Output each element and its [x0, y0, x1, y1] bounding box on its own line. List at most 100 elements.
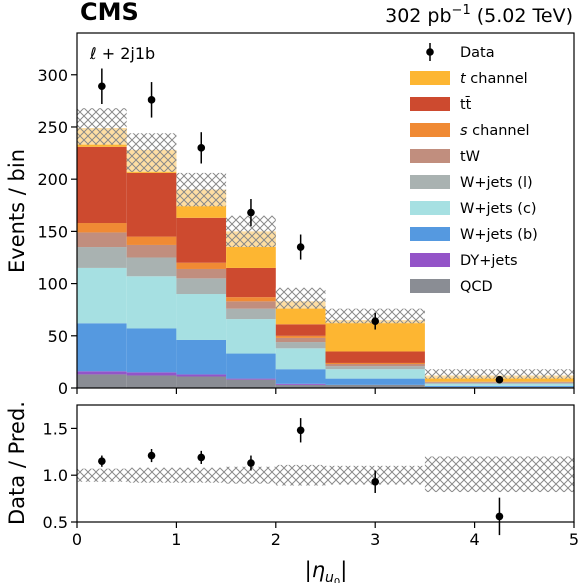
ratio-panel: 0.5 1.0 1.5 0 1 2 3 4 5 Data / Pred. |ηu0| — [5, 401, 579, 583]
energy-value: (5.02 TeV) — [477, 5, 573, 27]
legend-swatch-7 — [410, 227, 450, 241]
band-4 — [275, 287, 326, 309]
bar-7-4 — [275, 324, 326, 336]
main-y-axis-title: Events / bin — [5, 149, 29, 273]
lumi-value: 302 pb — [385, 5, 451, 27]
bar-4-1 — [126, 257, 177, 277]
ratio-y-tick-label-1: 1.0 — [43, 466, 68, 485]
bar-0-5 — [325, 384, 425, 388]
ratio-data-point-6 — [495, 512, 504, 521]
x-axis-title: |ηu0| — [305, 558, 348, 583]
main-x-ticks — [76, 388, 575, 394]
bar-0-0 — [77, 374, 127, 388]
data-point-6 — [495, 375, 504, 384]
ratio-data-point-3 — [247, 459, 255, 467]
bar-2-4 — [275, 369, 326, 384]
legend-swatch-2 — [410, 97, 450, 111]
ratio-band-1 — [126, 467, 177, 483]
ratio-frame — [76, 404, 575, 523]
bar-4-4 — [275, 342, 326, 349]
bar-5-2 — [176, 268, 227, 279]
legend-swatch-4 — [410, 149, 450, 163]
bar-7-5 — [325, 351, 425, 363]
ratio-band-2 — [176, 467, 227, 483]
bar-6-2 — [176, 262, 227, 269]
legend-label-4: tW — [460, 149, 480, 165]
bar-0-4 — [275, 384, 326, 388]
band-6 — [424, 369, 574, 379]
main-y-tick-label-1: 50 — [48, 327, 68, 346]
ratio-band-6 — [424, 456, 574, 493]
bar-3-6 — [424, 383, 574, 386]
bar-1-0 — [77, 371, 127, 375]
ratio-y-tick-label-2: 1.5 — [43, 419, 68, 438]
data-point-3 — [247, 208, 255, 217]
ratio-data-points — [98, 418, 504, 536]
bar-4-3 — [226, 308, 276, 320]
bar-2-2 — [176, 339, 227, 375]
data-points — [98, 68, 504, 384]
bar-2-6 — [424, 385, 574, 387]
bar-6-0 — [77, 223, 127, 233]
bar-5-1 — [126, 244, 177, 258]
legend-swatch-9 — [410, 279, 450, 293]
ratio-data-point-1 — [147, 451, 156, 460]
bar-5-4 — [275, 337, 326, 343]
bar-5-3 — [226, 301, 276, 309]
bar-1-3 — [226, 378, 276, 380]
category-label: ℓ + 2j1b — [89, 44, 155, 63]
ratio-data-point-4 — [296, 426, 305, 435]
ratio-y-ticks: 0.5 1.0 1.5 — [43, 419, 77, 532]
uncertainty-band — [77, 108, 574, 379]
bar-4-0 — [77, 247, 127, 268]
ratio-x-tick-label-3: 3 — [370, 530, 380, 549]
lumi-exponent: −1 — [452, 3, 471, 18]
bar-4-2 — [176, 278, 227, 295]
ratio-y-axis-title: Data / Pred. — [5, 401, 29, 525]
legend-label-6: W+jets (c) — [460, 201, 537, 217]
legend-swatch-5 — [410, 175, 450, 189]
bar-2-1 — [126, 328, 177, 373]
legend-label-3: s channel — [460, 123, 530, 139]
bar-5-5 — [325, 363, 425, 367]
main-y-tick-label-3: 150 — [37, 222, 68, 241]
bar-3-2 — [176, 294, 227, 340]
ratio-data-point-5 — [371, 477, 380, 486]
bar-6-1 — [126, 236, 177, 245]
bar-3-1 — [126, 276, 177, 329]
legend-label-5: W+jets (l) — [460, 175, 533, 191]
main-panel: 0 50 100 150 200 250 300 ℓ + 2j1b Events / bin… — [5, 32, 575, 398]
main-y-tick-label-6: 300 — [37, 66, 68, 85]
bar-2-0 — [77, 323, 127, 372]
ratio-x-tick-label-1: 1 — [171, 530, 181, 549]
main-y-tick-label-0: 0 — [58, 379, 68, 398]
legend-label-7: W+jets (b) — [460, 227, 538, 243]
legend: Data t channel tt̄ s channel tW W+jets (l) W+j… — [410, 43, 538, 295]
legend-swatch-8 — [410, 253, 450, 267]
legend-label-1: t channel — [460, 71, 528, 87]
ratio-band-4 — [275, 464, 326, 486]
band-0 — [77, 108, 127, 145]
bar-1-1 — [126, 372, 177, 376]
ratio-x-tick-label-5: 5 — [569, 530, 579, 549]
main-frame — [76, 32, 575, 389]
data-point-2 — [197, 144, 206, 152]
ratio-data-point-0 — [98, 457, 106, 465]
lumi-label: 302 pb−1 (5.02 TeV) — [385, 3, 573, 27]
ratio-x-tick-label-4: 4 — [470, 530, 480, 549]
main-y-tick-label-2: 100 — [37, 275, 68, 294]
ratio-x-tick-label-0: 0 — [72, 530, 82, 549]
legend-label-0: Data — [460, 45, 495, 61]
ratio-data-point-2 — [197, 453, 206, 462]
legend-swatch-6 — [410, 201, 450, 215]
bar-2-5 — [325, 378, 425, 385]
ratio-y-tick-label-0: 0.5 — [43, 513, 68, 532]
bar-6-4 — [275, 335, 326, 338]
bar-0-2 — [176, 376, 227, 388]
bar-3-3 — [226, 319, 276, 354]
stacked-bars — [77, 128, 574, 388]
bar-5-0 — [77, 232, 127, 248]
legend-swatch-3 — [410, 123, 450, 137]
bar-1-4 — [275, 383, 326, 385]
bar-6-5 — [325, 362, 425, 364]
